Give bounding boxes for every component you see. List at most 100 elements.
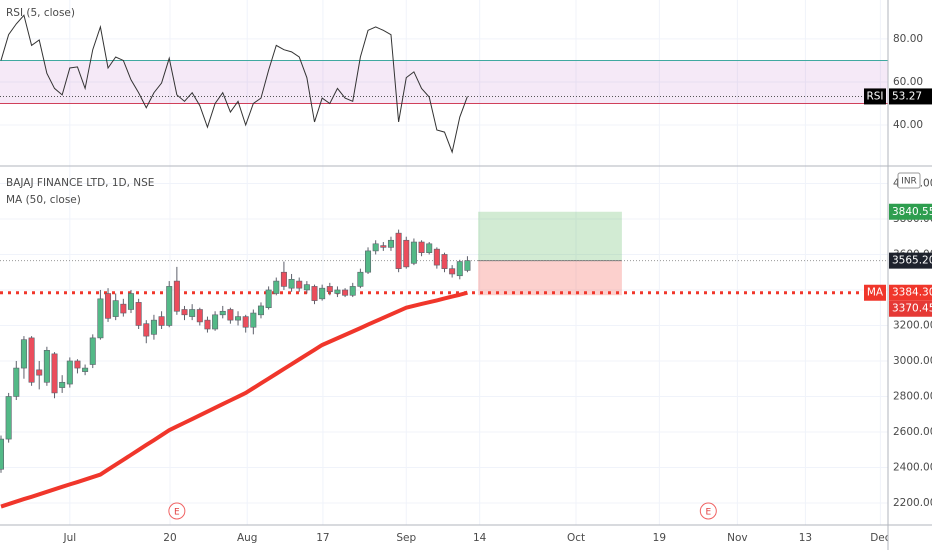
candle-body bbox=[326, 286, 333, 293]
axis: 2200.00 2400.00 2600.00 2800.00 3000.00 3200.… bbox=[864, 33, 932, 509]
candle-body bbox=[0, 438, 4, 470]
candle-body bbox=[97, 298, 104, 339]
candle-body bbox=[433, 248, 440, 266]
candle-body bbox=[372, 243, 379, 252]
candle-body bbox=[43, 350, 50, 383]
x-tick-label: Sep bbox=[396, 532, 416, 544]
rsi-line bbox=[0, 14, 468, 154]
x-tick-label: Oct bbox=[567, 532, 585, 544]
candle-body bbox=[89, 337, 96, 365]
ma-legend: MA (50, close) bbox=[6, 194, 81, 206]
currency: INR bbox=[901, 177, 917, 187]
candle-body bbox=[219, 310, 226, 316]
grid bbox=[0, 0, 888, 525]
candle-body bbox=[273, 280, 280, 294]
candle-body bbox=[120, 303, 127, 314]
event-label: E bbox=[174, 508, 180, 518]
ma-tag: MA bbox=[867, 287, 884, 299]
ma-value-label: 3384.30 bbox=[892, 287, 932, 299]
candle-body bbox=[143, 323, 150, 337]
candle-body bbox=[464, 260, 471, 271]
candle-body bbox=[166, 286, 173, 326]
candle-body bbox=[227, 309, 234, 321]
candle-body bbox=[112, 300, 119, 317]
rsi-tag-bg bbox=[864, 88, 886, 105]
candle-body bbox=[395, 232, 402, 269]
candle-body bbox=[265, 289, 272, 309]
y-tick-label: 40.00 bbox=[893, 119, 923, 131]
x-tick-label: 20 bbox=[163, 532, 176, 544]
candle-body bbox=[296, 280, 303, 289]
plot-area: Jul 20 Aug 17 Sep 14 Oct 19 Nov 13 Dec E E bbox=[0, 14, 891, 544]
candle-body bbox=[365, 250, 372, 273]
stop-label: 3370.45 bbox=[892, 303, 932, 315]
x-tick-label: 13 bbox=[799, 532, 812, 544]
x-tick-label: 19 bbox=[653, 532, 666, 544]
candle-body bbox=[288, 279, 295, 289]
event-marker bbox=[699, 502, 717, 520]
candle-body bbox=[418, 241, 425, 253]
x-tick-label: Jul bbox=[62, 532, 76, 544]
last-price-label: 3565.20 bbox=[892, 255, 932, 267]
candle-body bbox=[36, 369, 43, 376]
y-tick-label: 60.00 bbox=[893, 76, 923, 88]
candle-body bbox=[334, 289, 341, 294]
target-label: 3840.55 bbox=[892, 206, 932, 218]
candle-body bbox=[257, 305, 264, 316]
y-tick-label: 2800.00 bbox=[893, 390, 932, 402]
candle-body bbox=[204, 319, 211, 330]
y-tick-label: 2200.00 bbox=[893, 497, 932, 509]
y-tick-label: 2600.00 bbox=[893, 426, 932, 438]
candle-body bbox=[319, 287, 326, 300]
last-price-label-bg bbox=[889, 252, 932, 269]
candle-body bbox=[357, 271, 364, 287]
candle-body bbox=[349, 286, 356, 296]
candle-body bbox=[13, 367, 20, 397]
chart-title: BAJAJ FINANCE LTD, 1D, NSE bbox=[6, 177, 154, 189]
rsi-value-label-bg bbox=[889, 88, 932, 105]
ma-value-label-bg bbox=[889, 284, 932, 301]
event-label: E bbox=[705, 508, 711, 518]
candle-body bbox=[196, 309, 203, 323]
x-tick-label: Aug bbox=[237, 532, 258, 544]
candle-body bbox=[403, 239, 410, 268]
candle-body bbox=[51, 353, 58, 394]
candle-body bbox=[20, 339, 27, 369]
candle-body bbox=[127, 293, 134, 310]
candle-body bbox=[235, 316, 242, 321]
target-zone bbox=[478, 211, 622, 261]
band-fill bbox=[0, 60, 888, 104]
candle-body bbox=[189, 309, 196, 317]
candle-body bbox=[5, 396, 12, 440]
rsi-title: RSI (5, close) bbox=[6, 7, 75, 19]
candle-body bbox=[311, 286, 318, 301]
candle-body bbox=[280, 271, 287, 287]
candle-body bbox=[449, 268, 456, 275]
target-label-bg bbox=[889, 203, 932, 220]
candle-body bbox=[105, 293, 112, 319]
y-tick-label: 2400.00 bbox=[893, 461, 932, 473]
candle-body bbox=[380, 245, 387, 248]
y-tick-label: 3000.00 bbox=[893, 355, 932, 367]
candle-body bbox=[387, 239, 394, 248]
candle-body bbox=[135, 302, 142, 326]
x-tick-label: Nov bbox=[727, 532, 748, 544]
candle-body bbox=[173, 280, 180, 312]
y-tick-label: 80.00 bbox=[893, 33, 923, 45]
ma-tag-bg bbox=[864, 284, 886, 301]
candle-body bbox=[441, 254, 448, 269]
candle-body bbox=[342, 289, 349, 296]
candle-body bbox=[66, 360, 73, 385]
rsi-tag: RSI bbox=[866, 90, 883, 102]
candle-body bbox=[82, 367, 89, 372]
candle-body bbox=[456, 261, 463, 277]
candle-body bbox=[426, 243, 433, 253]
candle-body bbox=[150, 319, 157, 335]
candle-body bbox=[74, 360, 81, 369]
candle-body bbox=[181, 309, 188, 316]
candle-body bbox=[242, 316, 249, 328]
candle-body bbox=[250, 312, 257, 328]
x-tick-label: 14 bbox=[473, 532, 487, 544]
x-tick-label: Dec bbox=[870, 532, 891, 544]
